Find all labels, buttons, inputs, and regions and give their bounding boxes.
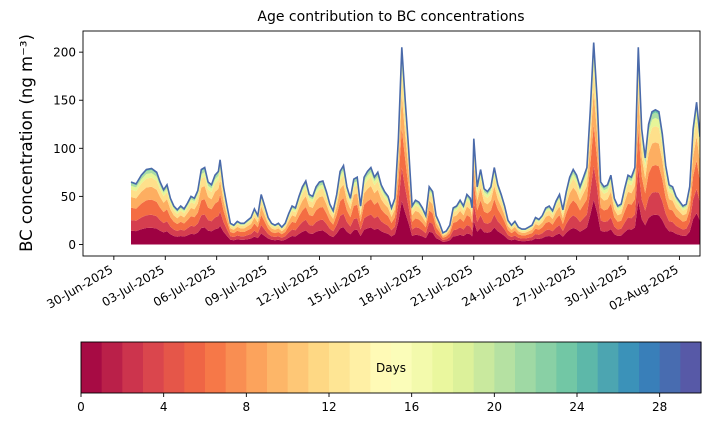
- colorbar-bin: [411, 342, 433, 393]
- colorbar-label: Days: [376, 361, 406, 375]
- age-area-1: [131, 165, 700, 242]
- colorbar-bin: [246, 342, 268, 393]
- colorbar-bin: [535, 342, 557, 393]
- colorbar-bin: [184, 342, 206, 393]
- colorbar-bin: [659, 342, 681, 393]
- y-tick-label: 50: [61, 190, 76, 204]
- colorbar-bin: [453, 342, 475, 393]
- colorbar-bin: [163, 342, 185, 393]
- colorbar-bin: [122, 342, 144, 393]
- y-tick-label: 0: [68, 238, 76, 252]
- colorbar-bin: [287, 342, 309, 393]
- colorbar-bin: [329, 342, 351, 393]
- colorbar-bin: [225, 342, 247, 393]
- colorbar-bin: [680, 342, 702, 393]
- y-tick-label: 100: [53, 142, 76, 156]
- colorbar-tick-label: 12: [321, 400, 336, 414]
- plot-frame: [82, 30, 701, 257]
- y-tick-label: 200: [53, 46, 76, 60]
- colorbar-tick-label: 16: [404, 400, 419, 414]
- colorbar-tick-label: 4: [160, 400, 168, 414]
- colorbar: [81, 342, 702, 393]
- total-series-line: [130, 42, 700, 235]
- x-axis: 30-Jun-202503-Jul-202506-Jul-202509-Jul-…: [44, 256, 681, 313]
- colorbar-bin: [81, 342, 103, 393]
- colorbar-bin: [349, 342, 371, 393]
- chart-title: Age contribution to BC concentrations: [257, 9, 524, 25]
- colorbar-bin: [308, 342, 330, 393]
- colorbar-bin: [432, 342, 454, 393]
- age-area-0: [131, 200, 700, 245]
- colorbar-bin: [473, 342, 495, 393]
- colorbar-bin: [391, 342, 413, 393]
- colorbar-axis: 0 4 8 12 16 20 24 28: [77, 393, 667, 414]
- colorbar-bin: [205, 342, 227, 393]
- colorbar-tick-label: 28: [652, 400, 667, 414]
- y-axis-label: BC concentration (ng m⁻³): [17, 34, 36, 252]
- y-tick-label: 150: [53, 94, 76, 108]
- plot-area: [130, 42, 700, 245]
- colorbar-bin: [143, 342, 165, 393]
- colorbar-bin: [267, 342, 289, 393]
- colorbar-tick-label: 20: [487, 400, 502, 414]
- colorbar-bin: [494, 342, 516, 393]
- colorbar-frame: [80, 341, 702, 394]
- colorbar-bin: [639, 342, 661, 393]
- colorbar-bin: [618, 342, 640, 393]
- colorbar-tick-label: 0: [77, 400, 85, 414]
- colorbar-bin: [515, 342, 537, 393]
- colorbar-tick-label: 24: [569, 400, 584, 414]
- colorbar-bin: [597, 342, 619, 393]
- colorbar-bin: [577, 342, 599, 393]
- y-axis: 0 50 100 150 200: [53, 46, 83, 252]
- colorbar-bin: [556, 342, 578, 393]
- colorbar-bin: [101, 342, 123, 393]
- colorbar-tick-label: 8: [243, 400, 251, 414]
- colorbar-bin: [370, 342, 392, 393]
